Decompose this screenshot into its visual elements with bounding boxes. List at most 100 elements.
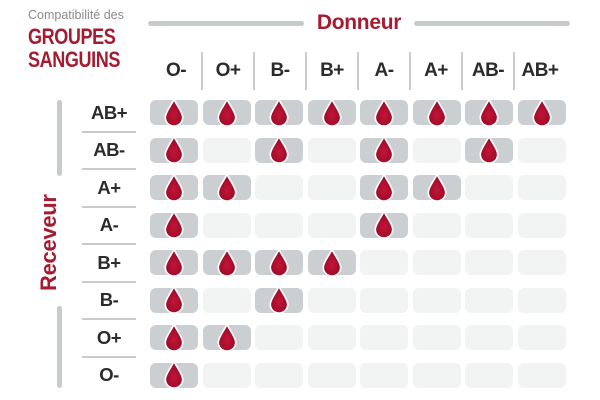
blood-drop-icon bbox=[216, 322, 237, 352]
compatibility-cell bbox=[412, 287, 461, 313]
compatibility-cell bbox=[255, 285, 303, 314]
column-separator-line bbox=[461, 52, 463, 90]
compatibility-cell bbox=[360, 325, 408, 350]
compatibility-cell bbox=[360, 210, 408, 239]
compatibility-cell bbox=[150, 360, 198, 389]
receiver-line-bottom bbox=[57, 306, 62, 388]
blood-drop-icon bbox=[164, 322, 184, 352]
compatibility-cell bbox=[307, 247, 356, 277]
compatibility-cell bbox=[360, 97, 408, 127]
compatibility-cell bbox=[360, 250, 408, 275]
column-separator-line bbox=[305, 52, 307, 90]
title-eyebrow: Compatibilité des bbox=[28, 8, 124, 22]
compatibility-cell bbox=[307, 287, 356, 313]
compatibility-cell bbox=[307, 97, 356, 127]
receiver-row-header: O+ bbox=[80, 325, 138, 358]
blood-drop-icon bbox=[269, 135, 289, 164]
donor-column-label: O+ bbox=[215, 60, 241, 81]
blood-drop-icon bbox=[164, 360, 184, 389]
blood-drop-icon bbox=[374, 210, 394, 239]
compatibility-cell bbox=[150, 322, 198, 352]
compatibility-cell bbox=[307, 325, 356, 350]
donor-column-header: A- bbox=[357, 52, 410, 90]
receiver-row-header: A+ bbox=[80, 175, 138, 208]
compatibility-cell bbox=[202, 247, 251, 277]
compatibility-cell bbox=[202, 322, 251, 352]
donor-column-header: AB- bbox=[461, 52, 514, 90]
blood-drop-icon bbox=[269, 285, 289, 314]
donor-line-right bbox=[414, 20, 571, 26]
compatibility-cell bbox=[307, 137, 356, 163]
compatibility-cell bbox=[517, 97, 566, 127]
donor-column-header: O+ bbox=[201, 52, 254, 90]
blood-drop-icon bbox=[426, 97, 447, 127]
donor-column-header: O- bbox=[150, 52, 202, 90]
compatibility-cell bbox=[412, 325, 461, 350]
compatibility-cell bbox=[202, 362, 251, 388]
compatibility-cell bbox=[307, 212, 356, 238]
compatibility-cell bbox=[255, 97, 303, 127]
compatibility-cell bbox=[412, 212, 461, 238]
compatibility-cell bbox=[255, 175, 303, 200]
compatibility-cell bbox=[150, 172, 198, 202]
compatibility-cell bbox=[517, 287, 566, 313]
compatibility-cell bbox=[465, 212, 513, 238]
donor-axis-label: Donneur bbox=[316, 11, 402, 34]
donor-column-label: AB- bbox=[471, 60, 505, 81]
compatibility-cell bbox=[465, 135, 513, 164]
compatibility-cell bbox=[360, 135, 408, 164]
compatibility-cell bbox=[412, 250, 461, 275]
compatibility-cell bbox=[202, 212, 251, 238]
blood-drop-icon bbox=[426, 172, 447, 202]
title-line1: GROUPES bbox=[28, 24, 116, 49]
blood-drop-icon bbox=[164, 285, 184, 314]
column-separator-line bbox=[253, 52, 255, 90]
compatibility-cell bbox=[150, 285, 198, 314]
donor-column-label: B- bbox=[270, 60, 290, 81]
compatibility-cell bbox=[255, 212, 303, 238]
donor-column-header: AB+ bbox=[513, 52, 566, 90]
compatibility-cell bbox=[202, 287, 251, 313]
compatibility-cell bbox=[412, 172, 461, 202]
compatibility-cell bbox=[150, 247, 198, 277]
receiver-row-headers: AB+ AB- A+ A- B+ B- O+ O- bbox=[80, 100, 138, 388]
receiver-row-header: AB+ bbox=[80, 100, 138, 133]
blood-drop-icon bbox=[164, 210, 184, 239]
donor-column-label: O- bbox=[165, 60, 187, 81]
compatibility-cell bbox=[517, 325, 566, 350]
compatibility-cell bbox=[517, 175, 566, 200]
compatibility-cell bbox=[465, 250, 513, 275]
compatibility-cell bbox=[255, 135, 303, 164]
compatibility-cell bbox=[517, 250, 566, 275]
donor-column-headers: O- O+ B- B+ A- A+ AB- AB+ bbox=[150, 52, 566, 90]
compatibility-cell bbox=[517, 212, 566, 238]
compatibility-cell bbox=[255, 247, 303, 277]
receiver-row-header: B- bbox=[80, 288, 138, 320]
compatibility-cell bbox=[465, 287, 513, 313]
title-block: Compatibilité des GROUPES SANGUINS bbox=[28, 8, 158, 71]
blood-drop-icon bbox=[164, 97, 184, 127]
blood-drop-icon bbox=[321, 97, 342, 127]
receiver-row-header: B+ bbox=[80, 250, 138, 283]
donor-column-header: A+ bbox=[409, 52, 462, 90]
compatibility-cell bbox=[360, 362, 408, 388]
receiver-axis-label: Receveur bbox=[36, 194, 61, 292]
compatibility-cell bbox=[465, 325, 513, 350]
compatibility-cell bbox=[465, 362, 513, 388]
blood-drop-icon bbox=[216, 97, 237, 127]
blood-drop-icon bbox=[479, 135, 499, 164]
receiver-row-header: O- bbox=[99, 364, 119, 385]
compatibility-cell bbox=[150, 210, 198, 239]
compatibility-cell bbox=[412, 97, 461, 127]
receiver-line-top bbox=[57, 100, 62, 176]
compatibility-cell bbox=[465, 175, 513, 200]
blood-drop-icon bbox=[531, 97, 552, 127]
compatibility-cell bbox=[412, 137, 461, 163]
compatibility-cell bbox=[465, 97, 513, 127]
compatibility-cell bbox=[202, 137, 251, 163]
compatibility-cell bbox=[150, 135, 198, 164]
receiver-row-header: AB- bbox=[80, 138, 138, 170]
blood-drop-icon bbox=[216, 247, 237, 277]
compatibility-cell bbox=[202, 97, 251, 127]
